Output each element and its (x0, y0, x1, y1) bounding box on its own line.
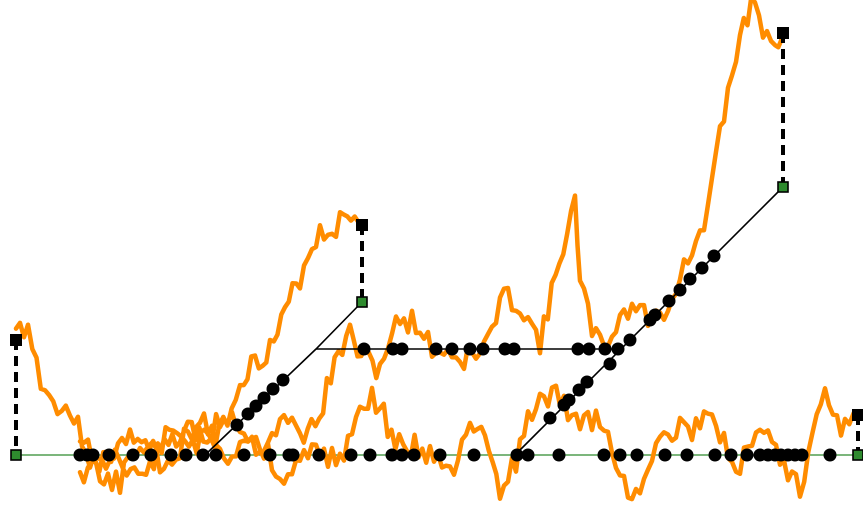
data-point (276, 373, 290, 387)
anchor-square-top (777, 27, 789, 39)
data-point (543, 411, 557, 425)
data-point (363, 448, 377, 462)
data-point (429, 342, 443, 356)
anchor-square-top (852, 409, 863, 421)
data-point (249, 399, 263, 413)
data-point (102, 448, 116, 462)
path-layer (204, 186, 784, 456)
data-point (623, 333, 637, 347)
data-point (395, 448, 409, 462)
connector-layer (14, 33, 860, 455)
data-point (241, 407, 255, 421)
signal-trace (77, 0, 788, 485)
data-point (498, 342, 512, 356)
data-point (86, 448, 100, 462)
anchor-square-bottom (777, 181, 789, 193)
data-point (673, 283, 687, 297)
data-point (395, 342, 409, 356)
data-point (795, 448, 809, 462)
anchor-layer (10, 27, 863, 461)
data-point (144, 448, 158, 462)
data-point (386, 342, 400, 356)
data-point (467, 448, 481, 462)
data-point (611, 342, 625, 356)
data-point (562, 393, 576, 407)
data-point (571, 342, 585, 356)
data-point (695, 261, 709, 275)
data-point (266, 382, 280, 396)
signal-trace (77, 383, 861, 502)
data-point (680, 448, 694, 462)
anchor-square-bottom (10, 449, 22, 461)
data-point (433, 448, 447, 462)
data-point (344, 448, 358, 462)
data-point (662, 294, 676, 308)
data-point (740, 448, 754, 462)
data-point (237, 448, 251, 462)
data-point (597, 448, 611, 462)
data-point (164, 448, 178, 462)
data-point (598, 342, 612, 356)
data-point (407, 448, 421, 462)
data-point (708, 448, 722, 462)
data-point (230, 418, 244, 432)
data-point (286, 448, 300, 462)
data-point (658, 448, 672, 462)
data-point (463, 342, 477, 356)
data-point (357, 342, 371, 356)
data-point (823, 448, 837, 462)
data-point (552, 448, 566, 462)
data-point (196, 448, 210, 462)
data-point (683, 272, 697, 286)
anchor-square-bottom (852, 449, 863, 461)
data-point (385, 448, 399, 462)
anchor-square-top (356, 219, 368, 231)
data-point (707, 249, 721, 263)
data-point (179, 448, 193, 462)
dot-layer (73, 249, 837, 462)
data-point (257, 391, 271, 405)
data-point (613, 448, 627, 462)
data-point (572, 383, 586, 397)
data-point (582, 342, 596, 356)
signal-trace (13, 209, 365, 471)
data-point (312, 448, 326, 462)
data-point (263, 448, 277, 462)
data-point (445, 342, 459, 356)
signal-layer (13, 0, 861, 502)
anchor-square-top (10, 334, 22, 346)
data-point (603, 357, 617, 371)
anchor-square-bottom (356, 296, 368, 308)
data-point (507, 342, 521, 356)
data-point (209, 448, 223, 462)
data-point (648, 308, 662, 322)
data-point (580, 375, 594, 389)
data-point (476, 342, 490, 356)
data-point (724, 448, 738, 462)
data-point (521, 448, 535, 462)
data-point (630, 448, 644, 462)
data-point (510, 448, 524, 462)
data-point (126, 448, 140, 462)
